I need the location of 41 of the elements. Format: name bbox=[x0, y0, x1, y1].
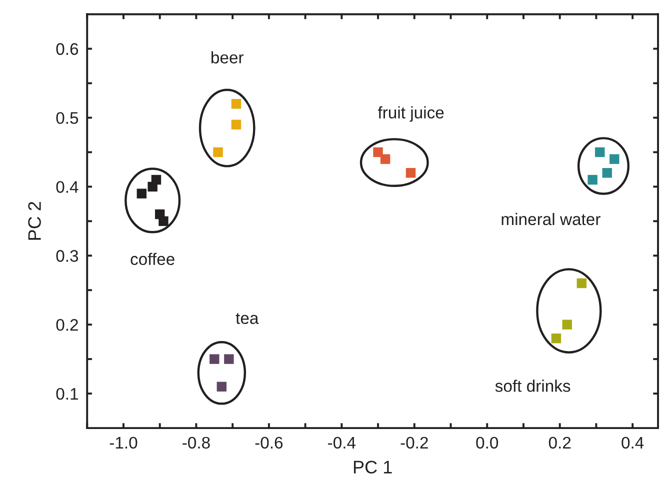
point bbox=[406, 168, 416, 178]
y-axis-title: PC 2 bbox=[28, 202, 41, 240]
point bbox=[588, 174, 598, 185]
text: beer bbox=[212, 51, 244, 64]
point bbox=[224, 354, 234, 364]
point bbox=[136, 188, 147, 198]
y-tick-label: 0.5 bbox=[56, 112, 78, 124]
point bbox=[576, 278, 587, 288]
point bbox=[610, 154, 620, 164]
text: soft drinks bbox=[495, 380, 570, 392]
point bbox=[602, 168, 612, 178]
series-label: mineral water bbox=[502, 212, 600, 226]
x-tick-label: 0.0 bbox=[476, 436, 498, 449]
x-axis-title: PC 1 bbox=[354, 460, 392, 474]
y-tick-label: 0.1 bbox=[56, 388, 78, 400]
y-tick-label: 0.2 bbox=[56, 319, 78, 331]
point bbox=[210, 354, 220, 364]
series-label: fruit juice bbox=[378, 106, 444, 122]
point bbox=[158, 216, 168, 226]
point bbox=[380, 154, 390, 164]
point bbox=[231, 120, 242, 130]
point bbox=[231, 99, 242, 109]
x-tick-label: -0.4 bbox=[328, 436, 356, 449]
point bbox=[594, 147, 605, 158]
point bbox=[151, 174, 162, 185]
point bbox=[551, 334, 562, 344]
x-tick-label: -0.2 bbox=[400, 436, 428, 449]
point bbox=[216, 382, 227, 392]
point bbox=[373, 147, 383, 158]
x-tick-label: -1.0 bbox=[110, 436, 138, 449]
y-tick-label: 0.3 bbox=[56, 250, 78, 262]
x-tick-label: -0.8 bbox=[182, 436, 210, 449]
series-label: tea bbox=[236, 313, 259, 324]
x-tick-label: 0.4 bbox=[622, 436, 644, 449]
series-label: coffee bbox=[130, 252, 174, 266]
point bbox=[562, 320, 572, 330]
y-tick-label: 0.6 bbox=[56, 43, 78, 55]
y-tick-label: 0.4 bbox=[56, 181, 78, 193]
x-tick-label: 0.2 bbox=[548, 436, 571, 449]
point bbox=[213, 147, 223, 158]
x-tick-label: -0.6 bbox=[255, 436, 283, 449]
